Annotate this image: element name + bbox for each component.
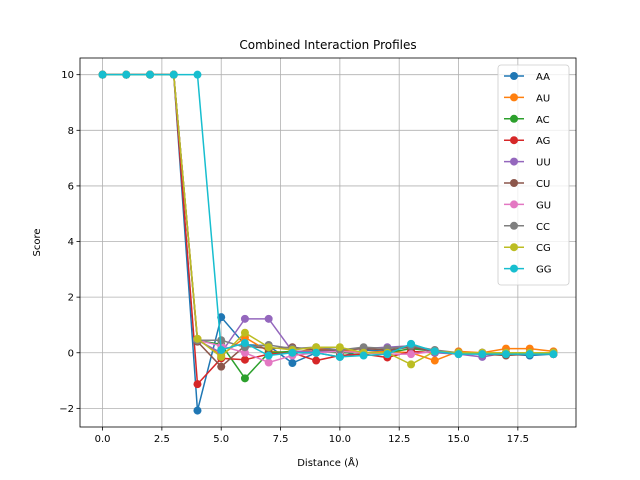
legend-marker — [510, 264, 518, 273]
x-tick-label: 10.0 — [329, 434, 351, 445]
legend-marker — [510, 243, 518, 252]
legend-label: UU — [536, 158, 551, 169]
legend: AA AU AC AG UU CU GU CC CG GG — [497, 64, 570, 286]
data-point — [383, 350, 392, 359]
data-point — [335, 343, 344, 352]
data-point — [240, 328, 249, 337]
data-point — [193, 334, 202, 343]
data-point — [264, 358, 273, 367]
plot-area-frame — [79, 57, 577, 428]
data-point — [169, 70, 178, 79]
y-tick-label: 8 — [68, 126, 74, 137]
data-point — [335, 352, 344, 361]
data-point — [312, 343, 321, 352]
legend-item-aa: AA — [504, 72, 550, 83]
data-point — [240, 374, 249, 383]
data-point — [407, 360, 416, 369]
legend-item-uu: UU — [504, 157, 551, 169]
x-tick-label: 7.5 — [273, 434, 289, 445]
data-point — [454, 350, 463, 359]
data-point — [217, 352, 226, 361]
legend-item-cu: CU — [504, 179, 550, 190]
y-tick-label: −2 — [59, 404, 74, 415]
data-point — [312, 356, 321, 365]
data-point — [501, 350, 510, 359]
x-tick-label: 5.0 — [213, 434, 229, 445]
legend-item-ag: AG — [504, 136, 550, 147]
y-tick-label: 10 — [61, 70, 74, 81]
y-tick-label: 2 — [68, 293, 74, 304]
data-point — [240, 348, 249, 357]
data-point — [98, 70, 107, 79]
x-tick-label: 15.0 — [447, 434, 469, 445]
legend-marker — [510, 93, 518, 102]
legend-marker — [510, 114, 518, 123]
legend-label: AA — [536, 72, 550, 83]
data-point — [193, 70, 202, 79]
data-point — [264, 351, 273, 360]
legend-label: AU — [536, 93, 550, 104]
x-tick-label: 2.5 — [154, 434, 170, 445]
chart-title: Combined Interaction Profiles — [239, 38, 416, 52]
y-tick-label: 0 — [68, 348, 74, 359]
legend-item-cc: CC — [504, 221, 550, 233]
legend-item-ac: AC — [504, 114, 550, 126]
legend-label: AC — [536, 115, 550, 126]
series-group — [98, 70, 558, 415]
data-point — [240, 355, 249, 364]
data-point — [217, 345, 226, 354]
data-point — [288, 359, 297, 368]
x-tick-label: 17.5 — [507, 434, 529, 445]
data-point — [193, 406, 202, 415]
y-axis-label: Score — [32, 228, 43, 256]
data-point — [288, 348, 297, 357]
legend-marker — [510, 136, 518, 145]
legend-item-au: AU — [504, 93, 550, 104]
legend-marker — [510, 157, 518, 166]
data-point — [478, 350, 487, 359]
data-point — [407, 350, 416, 359]
data-point — [264, 314, 273, 323]
data-point — [549, 350, 558, 359]
legend-item-cg: CG — [504, 243, 551, 254]
legend-label: GG — [536, 265, 552, 276]
legend-marker — [510, 221, 518, 230]
data-point — [146, 70, 155, 79]
data-point — [217, 362, 226, 371]
data-point — [430, 356, 439, 365]
legend-item-gu: GU — [504, 200, 551, 211]
y-tick-label: 4 — [68, 237, 74, 248]
legend-label: GU — [536, 200, 551, 211]
legend-label: CU — [536, 179, 550, 190]
data-point — [430, 347, 439, 356]
data-point — [240, 339, 249, 348]
data-point — [240, 314, 249, 323]
legend-item-gg: GG — [504, 264, 552, 276]
data-point — [407, 339, 416, 348]
data-point — [122, 70, 131, 79]
series-gg — [98, 70, 558, 361]
data-point — [359, 351, 368, 360]
legend-marker — [510, 72, 518, 80]
axis-ticks: 0.0 2.5 5.0 7.5 10.0 12.5 15.0 17.5 −2 0 2 4 6 8 10 — [59, 70, 529, 445]
legend-marker — [510, 179, 518, 187]
data-point — [525, 350, 534, 359]
x-axis-label: Distance (Å) — [297, 456, 359, 469]
x-tick-label: 0.0 — [95, 434, 111, 445]
legend-label: CG — [536, 243, 551, 254]
legend-marker — [510, 200, 518, 209]
legend-label: AG — [536, 136, 550, 147]
y-tick-label: 6 — [68, 181, 74, 192]
data-point — [193, 380, 202, 389]
legend-label: CC — [536, 222, 550, 233]
data-point — [264, 343, 273, 352]
data-point — [359, 343, 368, 352]
data-point — [217, 336, 226, 345]
x-tick-label: 12.5 — [388, 434, 410, 445]
data-point — [312, 348, 321, 357]
